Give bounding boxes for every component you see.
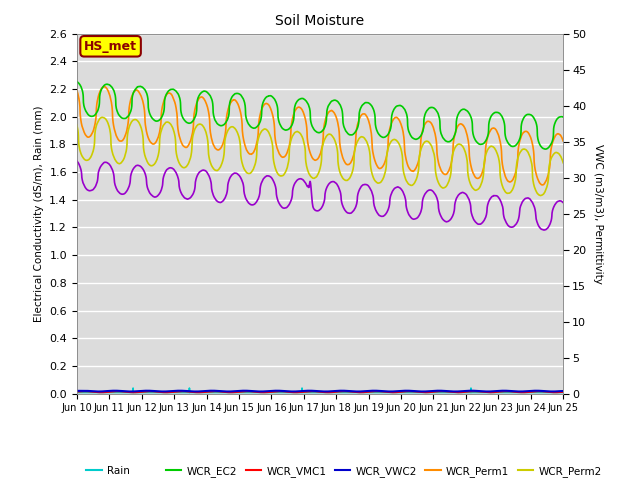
WCR_Perm2 xyxy=(301,153,309,158)
WCR_Perm1 xyxy=(100,84,108,90)
WCR_Perm2 xyxy=(402,177,410,182)
WCR_VMC1 xyxy=(456,390,464,396)
WCR_VWC2 xyxy=(402,388,410,394)
Line: WCR_Perm2: WCR_Perm2 xyxy=(77,117,563,195)
WCR_VWC2 xyxy=(371,388,378,394)
WCR_EC2 xyxy=(161,106,168,112)
WCR_VWC2 xyxy=(456,388,464,394)
WCR_VWC2 xyxy=(161,389,168,395)
WCR_EC2 xyxy=(559,114,567,120)
WCR_Perm1 xyxy=(402,154,410,160)
WCR_Perm1 xyxy=(539,182,547,188)
WCR_EC1 xyxy=(402,196,410,202)
Title: Soil Moisture: Soil Moisture xyxy=(275,14,365,28)
WCR_Perm1 xyxy=(559,137,566,143)
WCR_Perm2 xyxy=(161,121,168,127)
WCR_VMC1 xyxy=(429,389,436,395)
Line: WCR_Perm1: WCR_Perm1 xyxy=(77,87,563,185)
WCR_VWC2 xyxy=(354,389,362,395)
WCR_EC2 xyxy=(73,79,81,84)
WCR_VMC1 xyxy=(324,390,332,396)
WCR_Perm2 xyxy=(429,146,436,152)
WCR_VWC2 xyxy=(73,388,81,394)
WCR_Perm1 xyxy=(161,96,168,102)
WCR_EC1 xyxy=(456,191,464,196)
WCR_VMC1 xyxy=(161,390,168,396)
WCR_VWC2 xyxy=(301,388,309,394)
Y-axis label: VWC (m3/m3), Permittivity: VWC (m3/m3), Permittivity xyxy=(593,144,603,284)
WCR_Perm2 xyxy=(559,158,566,164)
Rain xyxy=(429,390,436,396)
Rain xyxy=(161,390,168,396)
WCR_VMC1 xyxy=(308,388,316,394)
WCR_Perm1 xyxy=(456,121,464,127)
Line: WCR_EC2: WCR_EC2 xyxy=(77,82,563,149)
Rain xyxy=(456,390,464,396)
WCR_VMC1 xyxy=(559,389,566,395)
WCR_VWC2 xyxy=(429,388,436,394)
WCR_EC2 xyxy=(456,108,464,114)
WCR_EC2 xyxy=(301,97,309,103)
Legend: Rain, WCR_EC1, WCR_EC2, WCR_VMC1, WCR_VWC2, WCR_Perm1, WCR_Perm2: Rain, WCR_EC1, WCR_EC2, WCR_VMC1, WCR_VW… xyxy=(82,462,606,480)
WCR_VWC2 xyxy=(559,388,566,394)
Line: WCR_EC1: WCR_EC1 xyxy=(77,161,563,230)
Line: Rain: Rain xyxy=(77,388,563,393)
WCR_Perm1 xyxy=(73,87,81,93)
WCR_VMC1 xyxy=(559,389,567,395)
WCR_EC1 xyxy=(161,172,168,178)
Y-axis label: Electrical Conductivity (dS/m), Rain (mm): Electrical Conductivity (dS/m), Rain (mm… xyxy=(34,105,44,322)
WCR_VMC1 xyxy=(73,389,81,395)
WCR_Perm2 xyxy=(98,114,106,120)
WCR_Perm2 xyxy=(456,142,464,147)
WCR_EC1 xyxy=(540,227,548,233)
WCR_Perm1 xyxy=(301,117,309,122)
WCR_EC2 xyxy=(429,105,436,110)
WCR_EC2 xyxy=(402,108,410,114)
WCR_VMC1 xyxy=(301,389,309,395)
WCR_Perm1 xyxy=(429,123,436,129)
Rain xyxy=(559,390,567,396)
Line: WCR_VWC2: WCR_VWC2 xyxy=(77,391,563,392)
WCR_VMC1 xyxy=(402,389,410,395)
Line: WCR_VMC1: WCR_VMC1 xyxy=(77,391,563,393)
Rain xyxy=(402,390,410,396)
Rain xyxy=(559,390,566,396)
Text: HS_met: HS_met xyxy=(84,40,137,53)
WCR_EC1 xyxy=(73,158,81,164)
Rain xyxy=(301,390,309,396)
WCR_EC2 xyxy=(559,114,566,120)
WCR_VWC2 xyxy=(559,388,567,394)
Rain xyxy=(129,385,137,391)
WCR_Perm2 xyxy=(559,160,567,166)
WCR_EC1 xyxy=(559,200,567,205)
WCR_EC2 xyxy=(541,146,549,152)
WCR_EC1 xyxy=(429,188,436,194)
WCR_Perm2 xyxy=(73,122,81,128)
WCR_EC1 xyxy=(559,199,566,205)
WCR_Perm2 xyxy=(537,192,545,198)
WCR_EC1 xyxy=(301,180,309,186)
WCR_Perm1 xyxy=(559,138,567,144)
Rain xyxy=(73,390,81,396)
